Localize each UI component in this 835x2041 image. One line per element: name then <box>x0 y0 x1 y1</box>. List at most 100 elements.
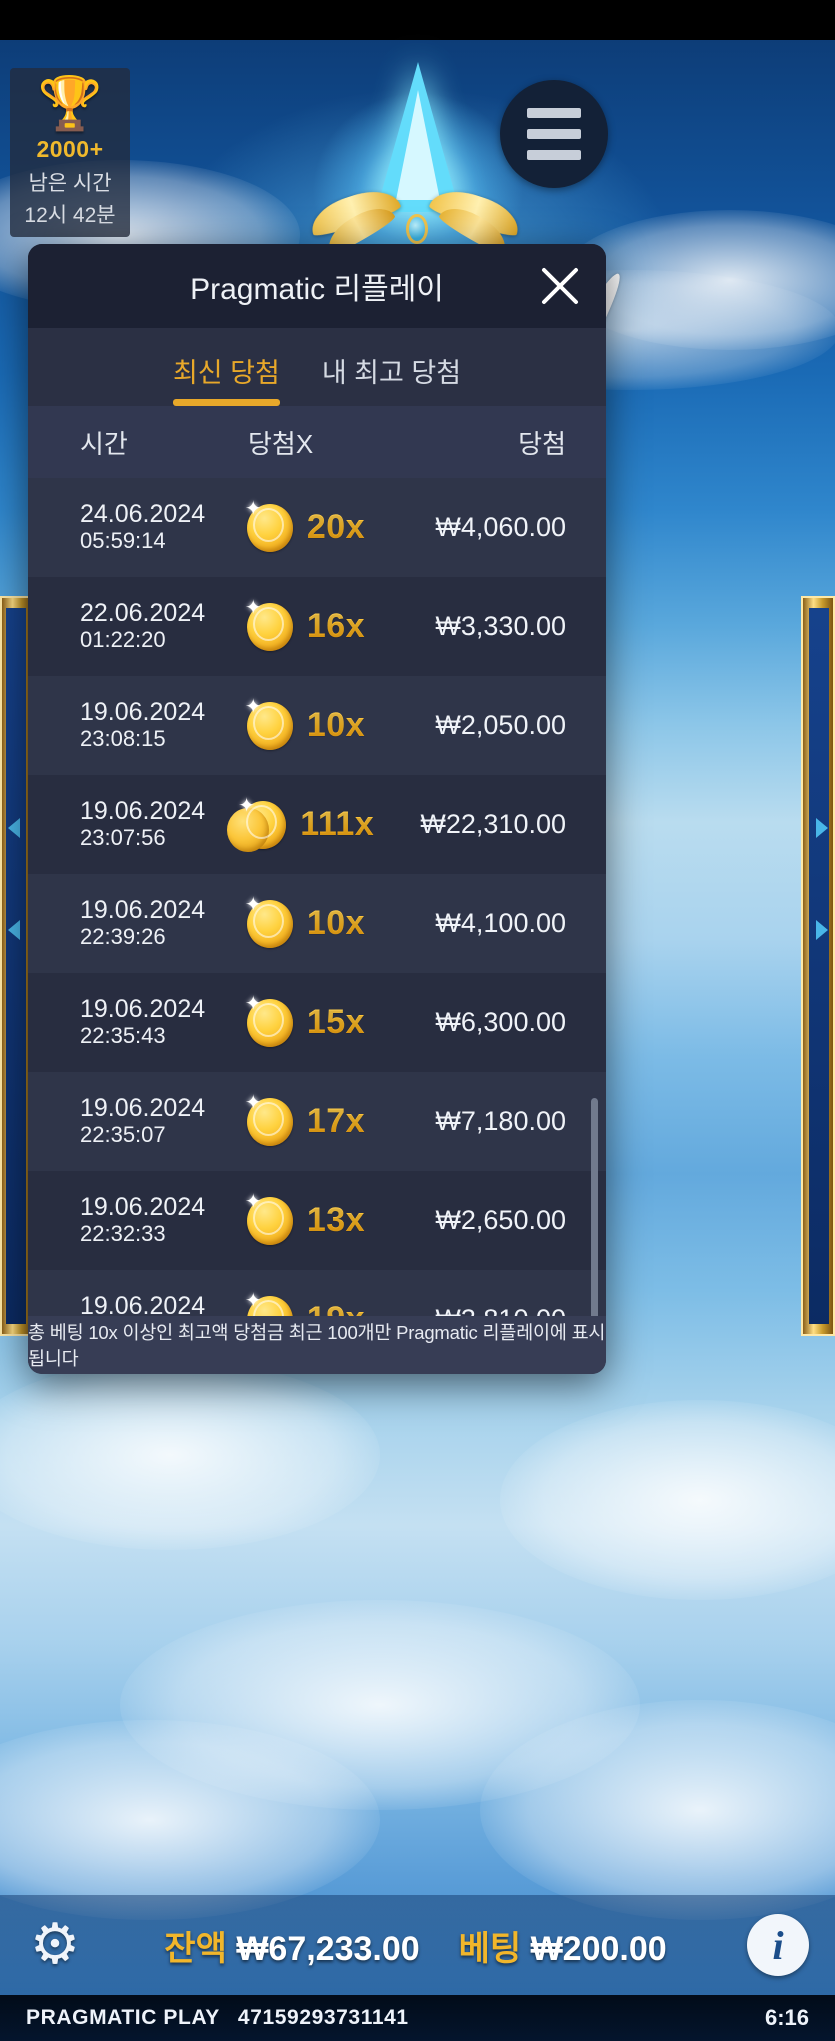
tournament-time-value: 12시 42분 <box>24 204 116 227</box>
reel-arrow-icon <box>816 920 828 940</box>
row-time: 22:32:33 <box>80 1221 166 1247</box>
column-header-multiplier: 당첨X <box>248 428 314 459</box>
hamburger-bar <box>527 129 581 139</box>
multiplier-value: 19x <box>307 1300 365 1316</box>
blue-gem-icon <box>406 214 428 244</box>
coin-icon: ✦ <box>245 499 293 552</box>
coin-icon: ✦ <box>245 1093 293 1146</box>
money-display: 잔액 ₩67,233.00 베팅 ₩200.00 <box>84 1921 747 1970</box>
scrollbar-thumb[interactable] <box>591 1098 598 1316</box>
brand-label: PRAGMATIC PLAY <box>26 2006 220 2029</box>
coin-icon: ✦ <box>245 598 293 651</box>
cell-win-amount: ₩4,060.00 <box>435 512 566 542</box>
cell-multiplier: ✦ 10x <box>227 697 436 750</box>
row-date: 19.06.2024 <box>80 698 206 727</box>
cell-time: 19.06.2024 22:35:07 <box>28 1094 227 1148</box>
coin-icon: ✦ <box>245 895 293 948</box>
cell-time: 22.06.2024 01:22:20 <box>28 599 227 653</box>
trophy-icon: 🏆 <box>37 75 103 133</box>
coin-icon: ✦ <box>245 697 293 750</box>
cell-multiplier: ✦ 111x <box>220 796 420 852</box>
row-date: 19.06.2024 <box>80 797 206 826</box>
reel-arrow-icon <box>8 818 20 838</box>
cell-time: 19.06.2024 23:07:56 <box>28 797 220 851</box>
cell-multiplier: ✦ 19x <box>227 1291 436 1316</box>
cell-time: 19.06.2024 22:39:26 <box>28 896 227 950</box>
info-icon[interactable]: i <box>747 1914 809 1976</box>
hamburger-bar <box>527 150 581 160</box>
row-time: 05:59:14 <box>80 528 166 554</box>
cell-multiplier: ✦ 20x <box>227 499 436 552</box>
session-id: 47159293731141 <box>237 2006 409 2029</box>
table-row[interactable]: 19.06.2024 22:39:26 ✦ 10x ₩4,100.00 <box>28 874 606 973</box>
table-row[interactable]: 22.06.2024 01:22:20 ✦ 16x ₩3,330.00 <box>28 577 606 676</box>
cell-win-amount: ₩2,650.00 <box>435 1205 566 1235</box>
tournament-count: 2000+ <box>36 136 104 162</box>
modal-header: Pragmatic 리플레이 <box>28 244 606 328</box>
cell-win-amount: ₩22,310.00 <box>420 809 566 839</box>
cell-win-amount: ₩3,330.00 <box>435 611 566 641</box>
tab-latest-wins[interactable]: 최신 당첨 <box>172 351 280 406</box>
modal-tabs: 최신 당첨 내 최고 당첨 <box>28 328 606 406</box>
table-row[interactable]: 19.06.2024 23:08:15 ✦ 10x ₩2,050.00 <box>28 676 606 775</box>
row-date: 19.06.2024 <box>80 995 206 1024</box>
row-time: 22:39:26 <box>80 924 166 950</box>
cell-win-amount: ₩7,180.00 <box>435 1106 566 1136</box>
cell-multiplier: ✦ 15x <box>227 994 436 1047</box>
table-row[interactable]: 19.06.2024 22:35:07 ✦ 17x ₩7,180.00 <box>28 1072 606 1171</box>
bet-value: ₩200.00 <box>530 1929 667 1968</box>
row-time: 01:22:20 <box>80 627 166 653</box>
crystal-blade-core <box>395 90 440 200</box>
cell-multiplier: ✦ 17x <box>227 1093 436 1146</box>
close-icon[interactable] <box>532 258 588 314</box>
table-row[interactable]: 19.06.2024 22:32:33 ✦ 13x ₩2,650.00 <box>28 1171 606 1270</box>
row-time: 22:35:07 <box>80 1122 166 1148</box>
cell-multiplier: ✦ 13x <box>227 1192 436 1245</box>
cell-multiplier: ✦ 10x <box>227 895 436 948</box>
hamburger-bar <box>527 108 581 118</box>
coin-icon: ✦ <box>245 1291 293 1316</box>
cell-win-amount: ₩3,810.00 <box>435 1304 606 1316</box>
multiplier-value: 10x <box>306 706 366 744</box>
reel-arrow-icon <box>8 920 20 940</box>
modal-disclaimer: 총 베팅 10x 이상인 최고액 당첨금 최근 100개만 Pragmatic … <box>28 1316 606 1374</box>
table-row[interactable]: 24.06.2024 05:59:14 ✦ 20x ₩4,060.00 <box>28 478 606 577</box>
table-row[interactable]: 19.06.2024 23:07:56 ✦ 111x ₩22,310.00 <box>28 775 606 874</box>
column-header-win: 당첨 <box>518 428 566 459</box>
top-letterbox <box>0 0 835 40</box>
cell-win-amount: ₩2,050.00 <box>435 710 566 740</box>
table-column-headers: 시간 당첨X 당첨 <box>28 406 606 478</box>
multiplier-value: 13x <box>306 1201 366 1239</box>
row-time: 23:08:15 <box>80 726 166 752</box>
row-time: 23:07:56 <box>80 825 166 851</box>
row-date: 19.06.2024 <box>80 1193 206 1222</box>
tournament-time-label: 남은 시간 <box>28 172 112 195</box>
bottom-bar: ⚙ 잔액 ₩67,233.00 베팅 ₩200.00 i <box>0 1895 835 1995</box>
cell-time: 19.06.2024 23:08:15 <box>28 698 227 752</box>
table-row[interactable]: 19.06.2024 22:35:43 ✦ 15x ₩6,300.00 <box>28 973 606 1072</box>
multiplier-value: 20x <box>306 508 366 546</box>
tab-my-best-wins[interactable]: 내 최고 당첨 <box>321 358 462 388</box>
wins-table[interactable]: 24.06.2024 05:59:14 ✦ 20x ₩4,060.00 22.06.202… <box>28 478 606 1316</box>
coin-icon: ✦ <box>245 1192 293 1245</box>
coin-icon: ✦ <box>245 994 293 1047</box>
multiplier-value: 17x <box>306 1102 366 1140</box>
balance-label: 잔액 <box>164 1929 227 1968</box>
cell-win-amount: ₩4,100.00 <box>435 908 566 938</box>
multiplier-value: 16x <box>306 607 366 645</box>
tournament-badge[interactable]: 🏆 2000+ 남은 시간 12시 42분 <box>10 68 130 237</box>
modal-title: Pragmatic 리플레이 <box>190 273 444 306</box>
column-header-time: 시간 <box>80 428 128 459</box>
row-date: 24.06.2024 <box>80 500 206 529</box>
cell-time: 19.06.2024 22:32:33 <box>28 1193 227 1247</box>
row-date: 19.06.2024 <box>80 896 206 925</box>
gear-icon[interactable]: ⚙ <box>29 1912 81 1975</box>
multiplier-value: 10x <box>306 904 366 942</box>
cell-win-amount: ₩6,300.00 <box>435 1007 566 1037</box>
cell-time: 19.06.2024 22:35:43 <box>28 995 227 1049</box>
hamburger-menu-button[interactable] <box>500 80 608 188</box>
row-date: 19.06.2024 <box>80 1094 206 1123</box>
